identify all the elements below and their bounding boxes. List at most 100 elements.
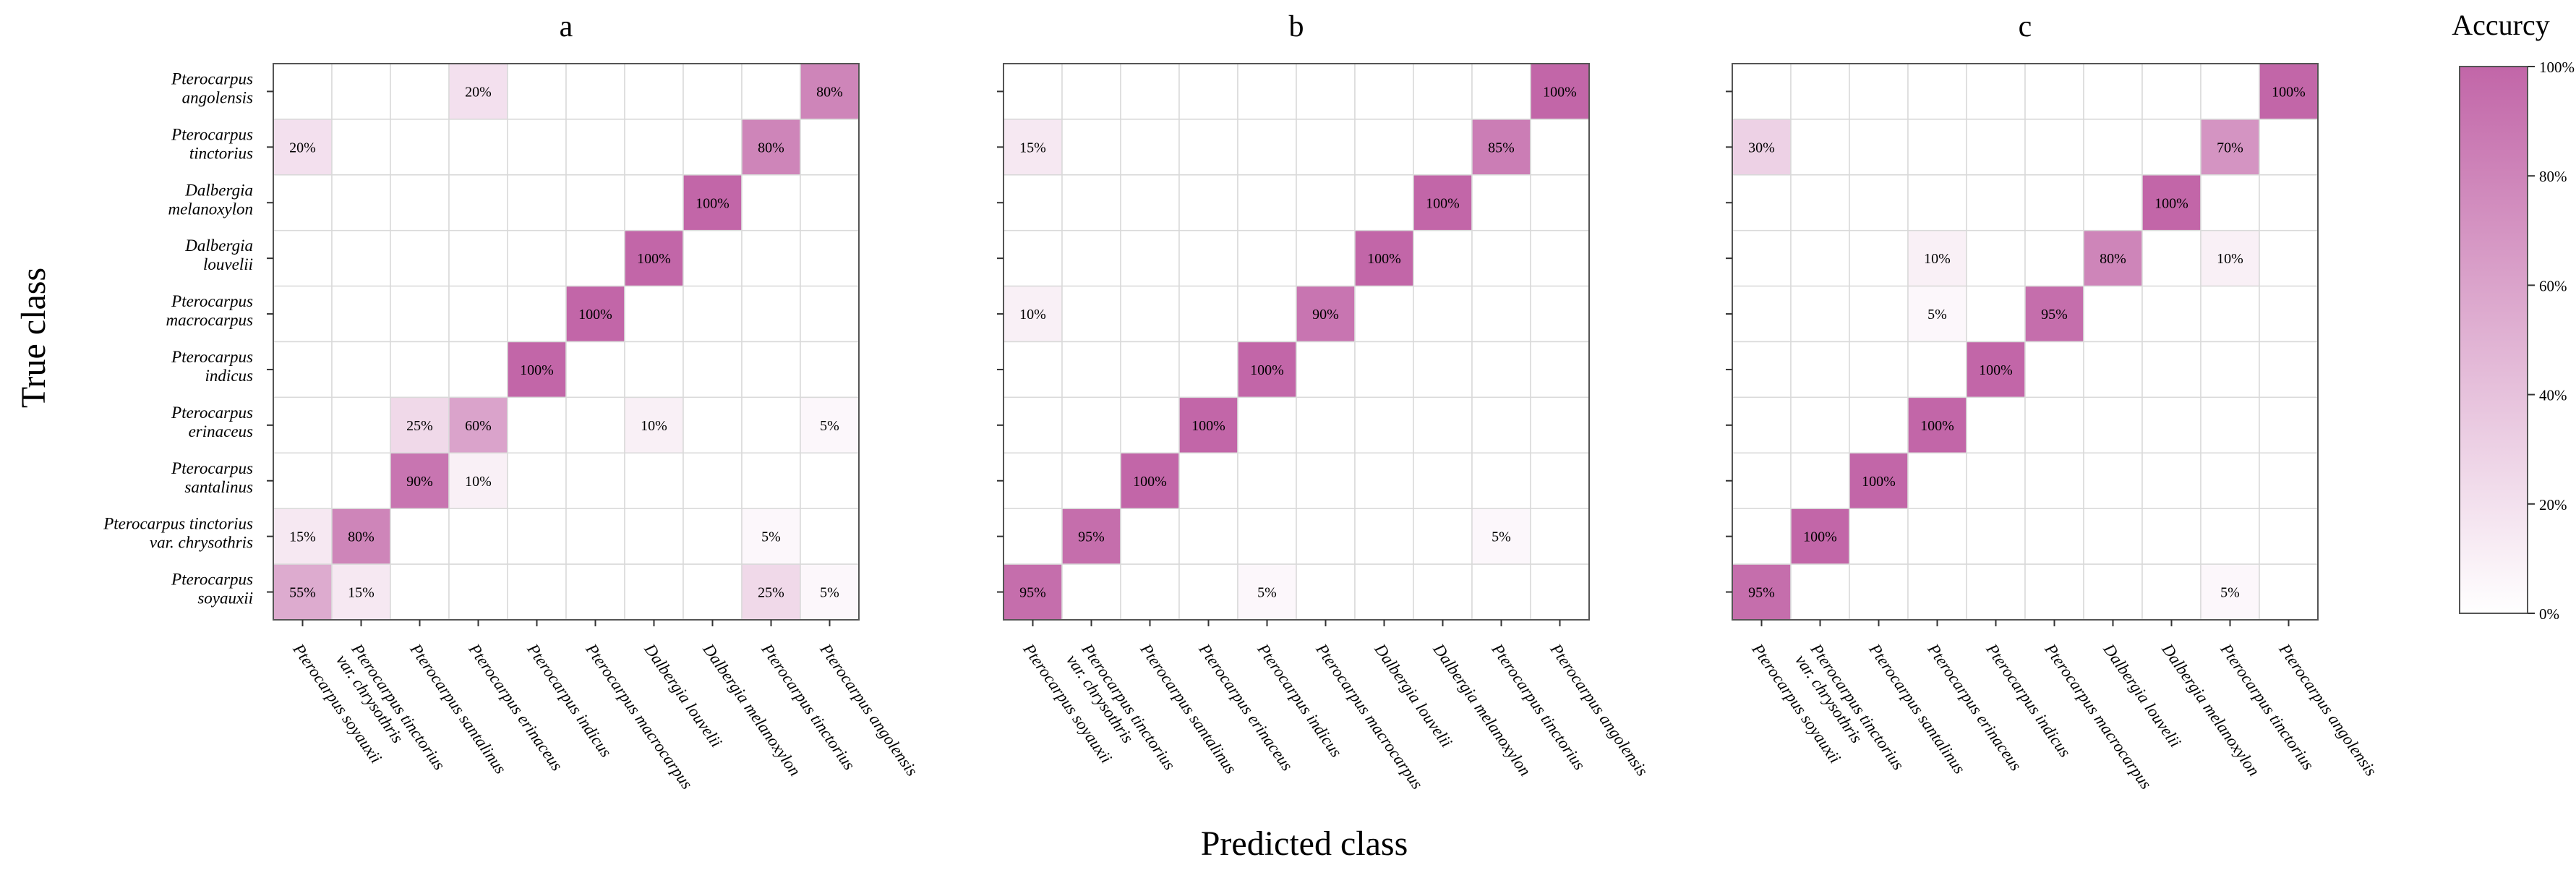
panel-title: b — [1289, 10, 1304, 43]
heatmap-cell — [565, 229, 625, 287]
cell-value-label: 10% — [641, 418, 667, 434]
heatmap-cell — [507, 63, 567, 120]
cell-value-label: 100% — [1250, 362, 1284, 378]
cell-value-label: 25% — [406, 418, 433, 434]
heatmap-cell — [1530, 452, 1590, 509]
heatmap-cell — [1907, 174, 1967, 231]
colorbar-gradient — [2459, 66, 2528, 614]
heatmap-cell — [448, 396, 508, 454]
heatmap-cell — [2259, 452, 2319, 509]
heatmap-cell — [1296, 63, 1356, 120]
heatmap-cell — [507, 174, 567, 231]
heatmap-cell — [1530, 396, 1590, 454]
heatmap-cell — [507, 341, 567, 398]
heatmap-cell — [507, 508, 567, 565]
heatmap-cell — [1966, 229, 2026, 287]
cell-value-label: 100% — [696, 195, 729, 211]
heatmap-cell — [1178, 508, 1238, 565]
heatmap-cell — [1966, 174, 2026, 231]
heatmap-cell — [331, 174, 391, 231]
heatmap-cell — [331, 119, 391, 176]
heatmap-cell — [1354, 174, 1414, 231]
heatmap-cell — [1907, 341, 1967, 398]
heatmap-cell — [1530, 119, 1590, 176]
heatmap-cell — [1790, 396, 1850, 454]
x-tick-label: Pterocarpus angolensis — [816, 640, 922, 780]
heatmap-cell — [2200, 563, 2260, 621]
heatmap-cell — [1413, 341, 1473, 398]
colorbar-tick-label: 60% — [2539, 277, 2567, 294]
heatmap-cell — [1120, 119, 1180, 176]
cell-value-label: 80% — [348, 529, 375, 545]
heatmap-cell — [2259, 396, 2319, 454]
heatmap-cell — [1966, 563, 2026, 621]
cell-value-label: 70% — [2217, 140, 2243, 155]
heatmap-cell — [565, 452, 625, 509]
heatmap-cell — [1120, 452, 1180, 509]
cell-value-label: 80% — [758, 140, 784, 155]
heatmap-cell — [448, 229, 508, 287]
heatmap-cell — [1413, 174, 1473, 231]
heatmap-cell — [2024, 119, 2084, 176]
cell-value-label: 100% — [1979, 362, 2013, 378]
cell-value-label: 95% — [1748, 585, 1775, 601]
cell-value-label: 10% — [465, 474, 492, 490]
heatmap-cell — [1732, 174, 1792, 231]
heatmap-cell — [800, 174, 860, 231]
heatmap-cell — [2200, 396, 2260, 454]
heatmap-cell — [1237, 452, 1297, 509]
x-tick-label: Pterocarpus angolensis — [1546, 640, 1652, 780]
cell-value-label: 100% — [578, 307, 612, 323]
cell-value-label: 15% — [1019, 140, 1046, 155]
heatmap-cell — [2024, 452, 2084, 509]
x-tick-label: Pterocarpus angolensis — [2275, 640, 2381, 780]
cell-value-label: 100% — [2272, 84, 2306, 100]
heatmap-cell — [507, 563, 567, 621]
heatmap-cell — [1530, 508, 1590, 565]
heatmap-cell — [1061, 563, 1121, 621]
heatmap-cell — [507, 229, 567, 287]
heatmap-cell — [1120, 341, 1180, 398]
cell-value-label: 20% — [465, 84, 492, 100]
heatmap-cell — [1003, 508, 1063, 565]
heatmap-cell — [273, 119, 333, 176]
heatmap-cell — [565, 508, 625, 565]
cell-value-label: 100% — [1191, 418, 1225, 434]
heatmap-cell — [1413, 396, 1473, 454]
heatmap-cell — [1413, 452, 1473, 509]
heatmap-cell — [1003, 341, 1063, 398]
colorbar-tick-label: 40% — [2539, 387, 2567, 404]
heatmap-cell — [1790, 119, 1850, 176]
heatmap-cell — [2141, 452, 2201, 509]
colorbar-tick-label: 20% — [2539, 496, 2567, 513]
panel-frame — [1003, 63, 1590, 621]
cell-value-label: 5% — [820, 585, 839, 601]
cell-value-label: 10% — [2217, 251, 2243, 267]
heatmap-cell — [507, 396, 567, 454]
heatmap-cell — [624, 341, 684, 398]
heatmap-cell — [624, 452, 684, 509]
heatmap-cell — [1178, 341, 1238, 398]
cell-value-label: 5% — [1492, 529, 1511, 545]
heatmap-cell — [273, 63, 333, 120]
heatmap-cell — [2259, 563, 2319, 621]
cell-value-label: 30% — [1748, 140, 1775, 155]
heatmap-cell — [1732, 452, 1792, 509]
heatmap-cell — [1413, 563, 1473, 621]
heatmap-cell — [1790, 229, 1850, 287]
heatmap-cell — [448, 119, 508, 176]
heatmap-cell — [1354, 285, 1414, 343]
heatmap-cell — [624, 174, 684, 231]
heatmap-cell — [1732, 396, 1792, 454]
x-tick-label: Pterocarpus macrocarpus — [2041, 640, 2155, 793]
heatmap-cell — [624, 229, 684, 287]
heatmap-cell — [390, 119, 450, 176]
heatmap-cell — [1907, 229, 1967, 287]
heatmap-cell — [741, 174, 801, 231]
heatmap-cell — [1061, 174, 1121, 231]
heatmap-cell — [624, 285, 684, 343]
heatmap-cell — [2141, 119, 2201, 176]
heatmap-cell — [1003, 63, 1063, 120]
heatmap-cell — [800, 396, 860, 454]
cell-value-label: 5% — [2220, 585, 2240, 601]
